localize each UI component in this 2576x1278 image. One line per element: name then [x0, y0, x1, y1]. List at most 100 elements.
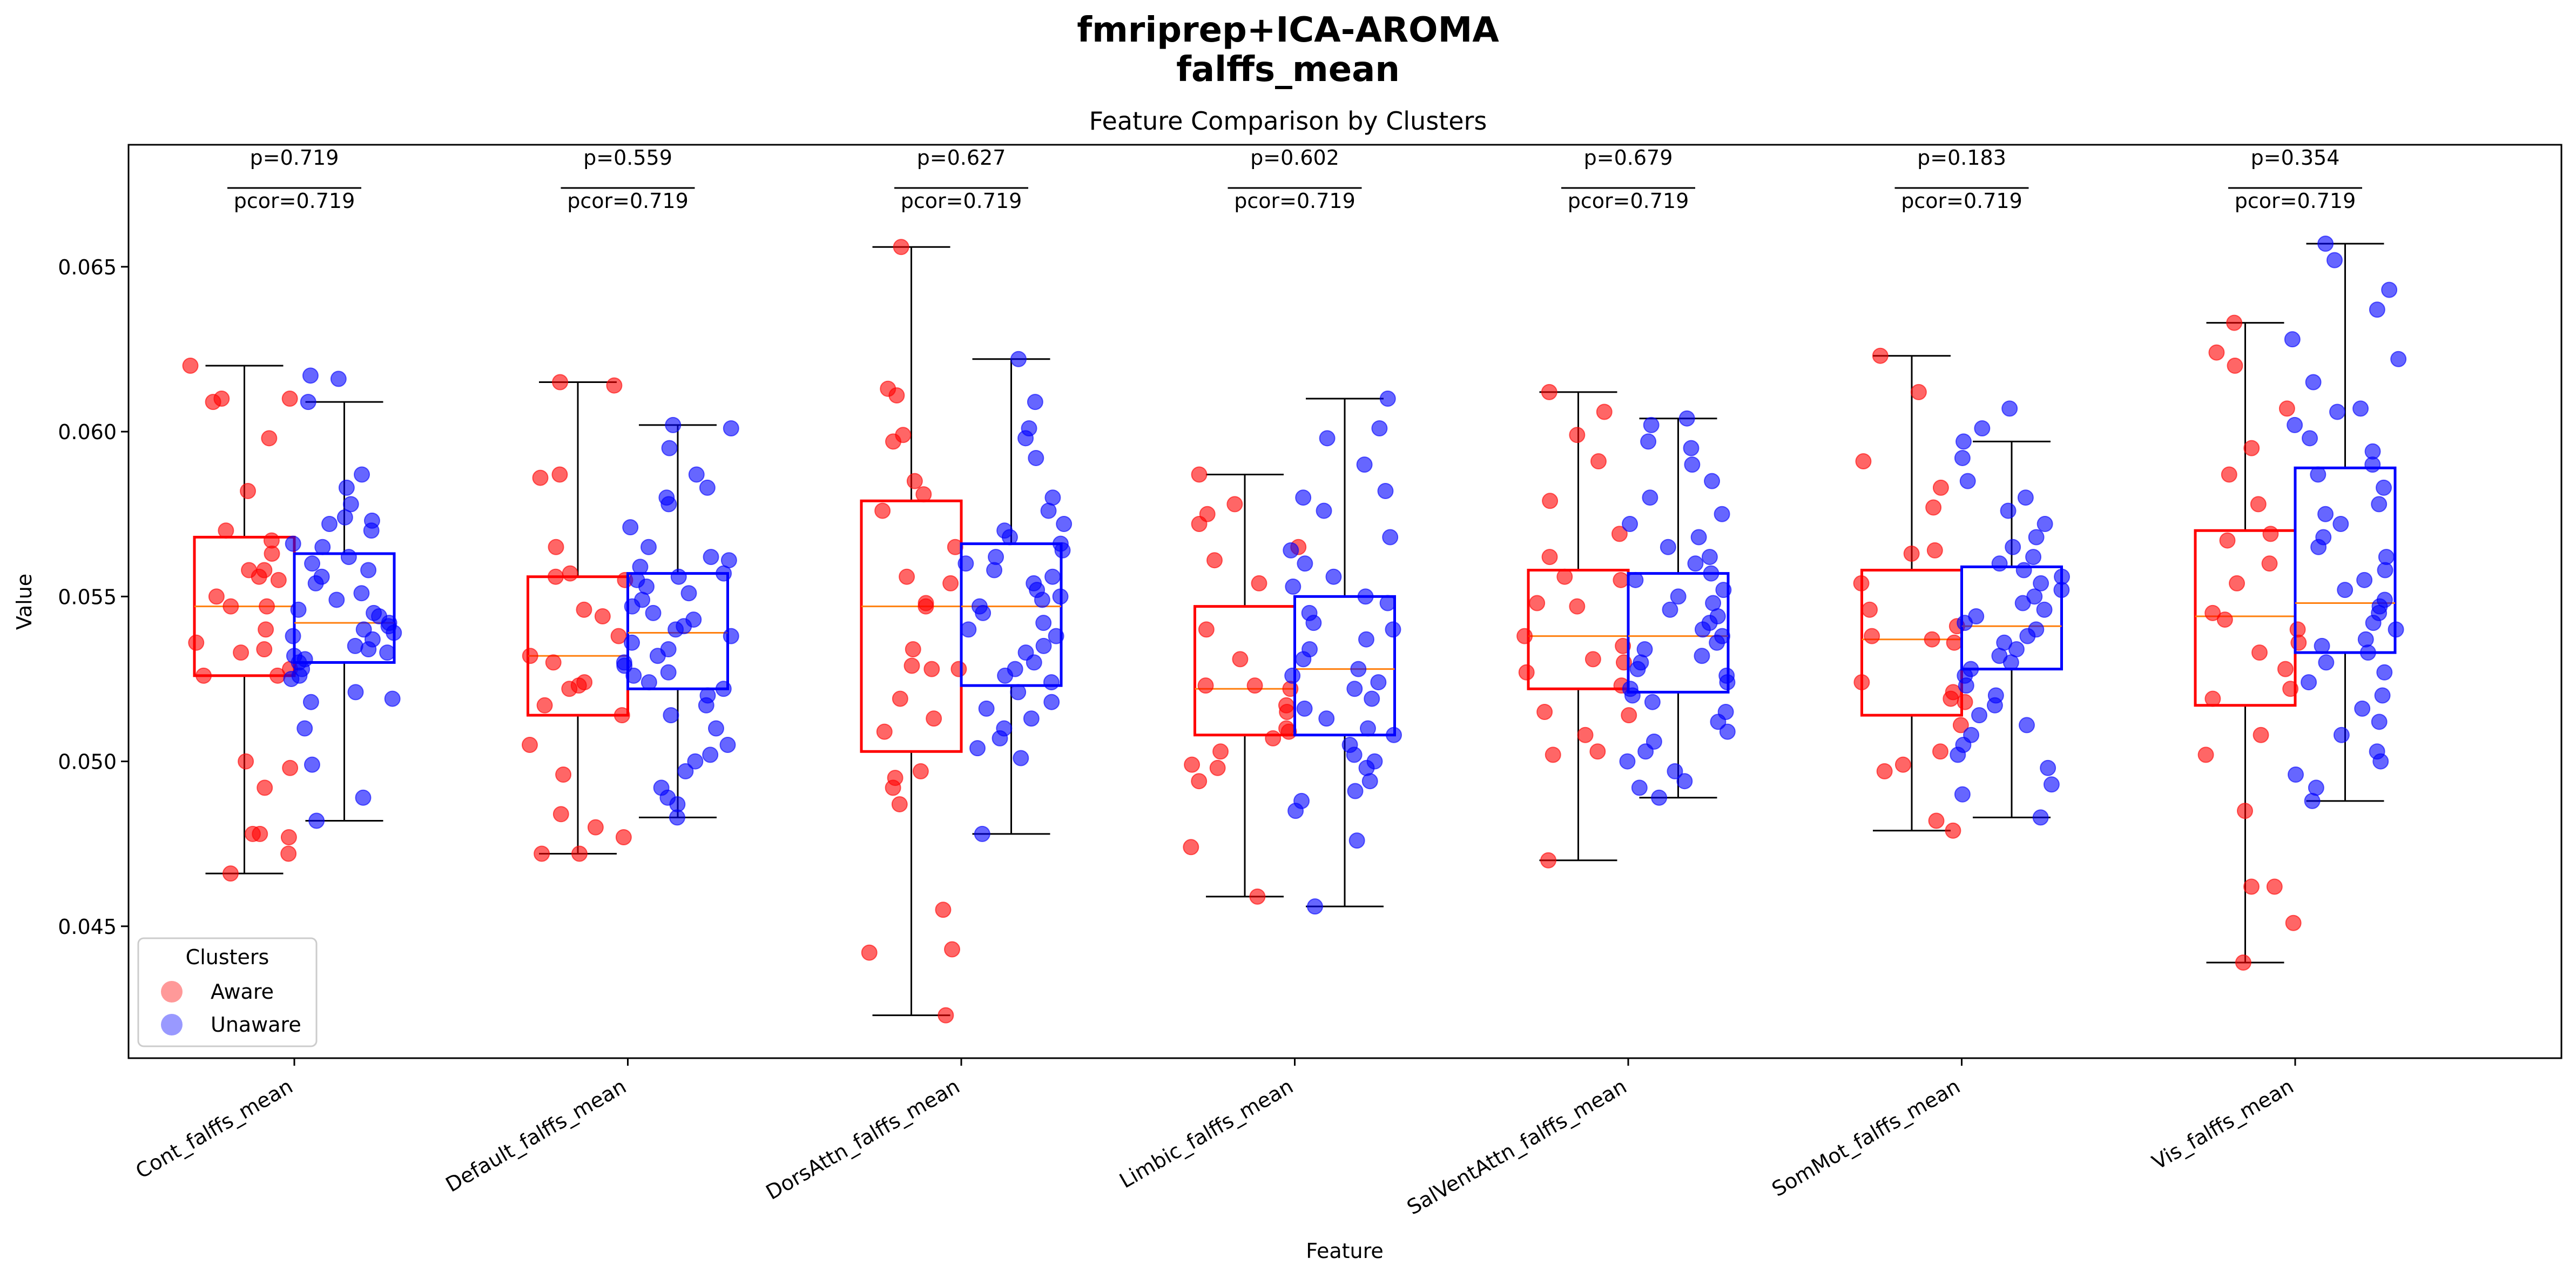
point-aware [905, 641, 921, 658]
point-aware [561, 681, 578, 697]
point-unaware [1035, 615, 1052, 631]
point-unaware [2000, 502, 2017, 519]
point-aware [251, 568, 267, 585]
point-unaware [2036, 516, 2053, 533]
point-aware [606, 377, 623, 394]
point-unaware [1359, 720, 1376, 737]
point-unaware [354, 466, 370, 483]
box-body [1293, 595, 1396, 737]
point-unaware [1662, 601, 1678, 618]
point-unaware [1316, 502, 1332, 519]
box-unaware [1283, 391, 1402, 915]
pcor-value-label: pcor=0.719 [1234, 189, 1356, 213]
point-aware [282, 759, 299, 776]
point-unaware [321, 516, 338, 533]
point-unaware [2305, 374, 2322, 391]
point-unaware [699, 479, 716, 496]
point-aware [1853, 575, 1870, 591]
point-unaware [978, 700, 995, 717]
point-unaware [1017, 430, 1034, 447]
chart-suptitle-line2: falffs_mean [1176, 50, 1400, 90]
point-unaware [1701, 549, 1718, 566]
point-unaware [2329, 403, 2346, 420]
point-aware [892, 690, 908, 707]
legend-label-aware: Aware [211, 980, 274, 1004]
legend-label-unaware: Unaware [211, 1013, 301, 1037]
point-aware [1540, 852, 1557, 869]
point-aware [613, 707, 630, 724]
y-tick-label: 0.065 [58, 255, 117, 279]
point-aware [610, 628, 627, 644]
point-unaware [1958, 677, 1974, 694]
point-aware [548, 539, 564, 555]
point-unaware [2287, 416, 2303, 433]
point-unaware [1295, 489, 1312, 506]
box-unaware [957, 351, 1073, 842]
point-aware [885, 433, 902, 450]
point-unaware [1624, 687, 1641, 704]
point-unaware [667, 621, 684, 638]
point-aware [1184, 756, 1201, 773]
point-unaware [992, 730, 1008, 746]
point-unaware [2352, 400, 2369, 417]
point-aware [1265, 730, 1282, 746]
point-unaware [1001, 529, 1018, 546]
point-aware [888, 387, 905, 403]
point-aware [2204, 690, 2221, 707]
chart-suptitle: fmriprep+ICA-AROMA [1077, 10, 1499, 50]
legend: Clusters Aware Unaware [137, 937, 318, 1047]
point-unaware [1719, 674, 1736, 691]
point-unaware [1955, 433, 1972, 450]
point-aware [1945, 822, 1961, 839]
point-unaware [1676, 773, 1693, 790]
point-aware [947, 539, 963, 555]
point-unaware [1386, 727, 1402, 743]
point-unaware [997, 667, 1014, 684]
pcor-value-label: pcor=0.719 [2235, 189, 2356, 213]
point-unaware [1318, 710, 1335, 727]
point-aware [594, 608, 611, 624]
point-unaware [2333, 727, 2350, 743]
p-value-label: p=0.559 [583, 146, 672, 170]
point-unaware [2033, 575, 2049, 591]
point-unaware [1370, 674, 1387, 691]
point-aware [2235, 954, 2251, 971]
point-aware [942, 575, 959, 591]
point-aware [2243, 878, 2260, 895]
point-unaware [1954, 786, 1971, 803]
point-aware [1611, 526, 1628, 542]
box-unaware [616, 416, 739, 826]
point-aware [950, 661, 967, 677]
point-unaware [1991, 555, 2008, 572]
point-unaware [283, 670, 300, 687]
point-unaware [1959, 473, 1976, 489]
pcor-value-label: pcor=0.719 [1568, 189, 1689, 213]
point-unaware [1026, 654, 1042, 671]
point-unaware [1287, 803, 1304, 819]
point-aware [926, 710, 942, 727]
point-unaware [2310, 466, 2327, 483]
point-unaware [1694, 621, 1711, 638]
point-aware [1596, 403, 1613, 420]
point-unaware [1028, 449, 1044, 466]
point-aware [1197, 677, 1214, 694]
y-tick-label: 0.060 [58, 420, 117, 444]
point-unaware [1358, 631, 1374, 648]
point-unaware [1283, 542, 1299, 559]
box-unaware [283, 367, 402, 829]
point-unaware [2377, 562, 2393, 579]
point-aware [2219, 532, 2236, 549]
point-unaware [1377, 482, 1394, 499]
point-aware [935, 902, 952, 918]
legend-marker-unaware [161, 1014, 183, 1035]
point-aware [1926, 542, 1943, 559]
point-unaware [2365, 615, 2382, 631]
point-aware [1183, 839, 1199, 856]
point-unaware [1379, 391, 1396, 407]
point-aware [1251, 575, 1267, 591]
box-aware [521, 374, 633, 862]
point-aware [2197, 746, 2214, 763]
point-aware [2290, 634, 2307, 651]
point-unaware [2314, 637, 2330, 654]
point-unaware [2357, 631, 2374, 648]
